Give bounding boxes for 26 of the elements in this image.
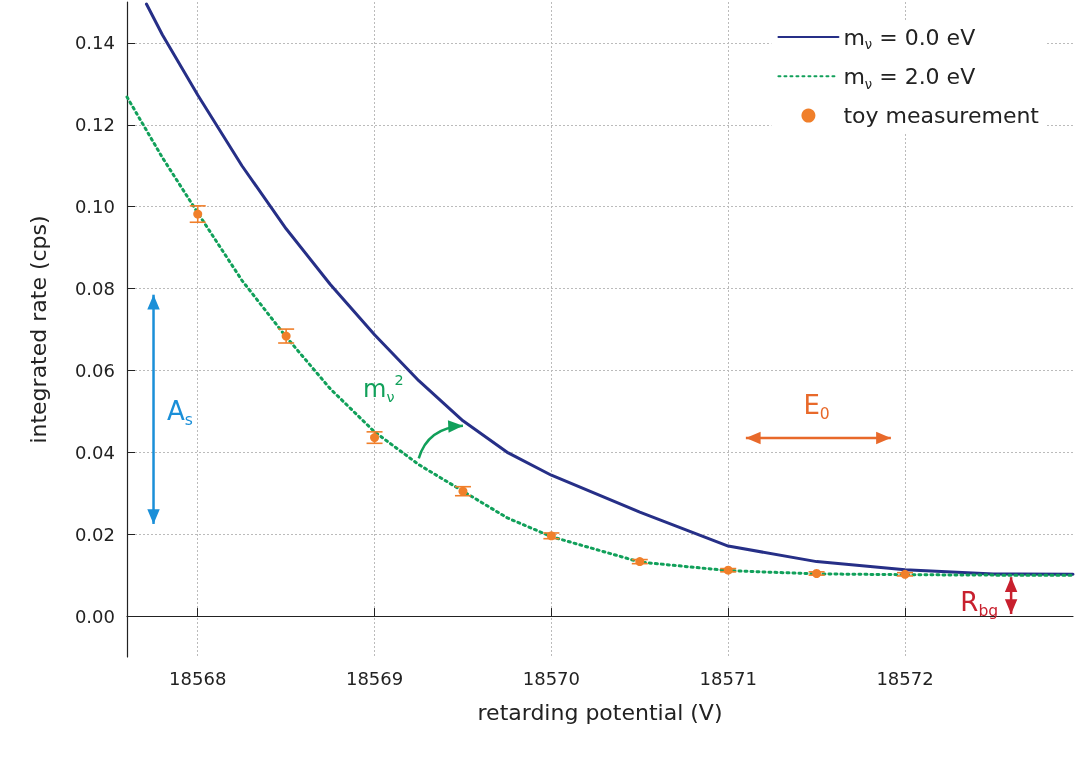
x-tick-label: 18570	[522, 667, 581, 689]
x-tick-label: 18572	[876, 667, 934, 689]
y-tick-label: 0.08	[74, 278, 115, 300]
point	[370, 433, 380, 443]
y-tick-label: 0.12	[74, 114, 115, 136]
point	[281, 331, 291, 341]
line-series	[125, 95, 1075, 577]
x-tick-label: 18568	[169, 667, 227, 689]
point	[546, 531, 556, 541]
y-axis-title: integrated rate (cps)	[25, 215, 51, 444]
y-tick-label: 0.06	[74, 359, 115, 381]
point	[900, 569, 910, 579]
point	[812, 568, 822, 578]
y-tick-label: 0.00	[74, 605, 115, 627]
y-tick-label: 0.02	[74, 523, 115, 545]
y-tick-label: 0.14	[74, 32, 115, 54]
point	[458, 486, 468, 496]
point	[635, 557, 645, 567]
point	[193, 209, 203, 219]
x-tick-label: 18571	[699, 667, 757, 689]
point	[723, 565, 733, 575]
y-tick-label: 0.04	[74, 441, 115, 463]
y-tick-label: 0.10	[74, 196, 115, 218]
x-tick-label: 18569	[345, 667, 404, 689]
x-axis-title: retarding potential (V)	[477, 699, 723, 725]
legend-label: toy measurement	[843, 103, 1040, 129]
